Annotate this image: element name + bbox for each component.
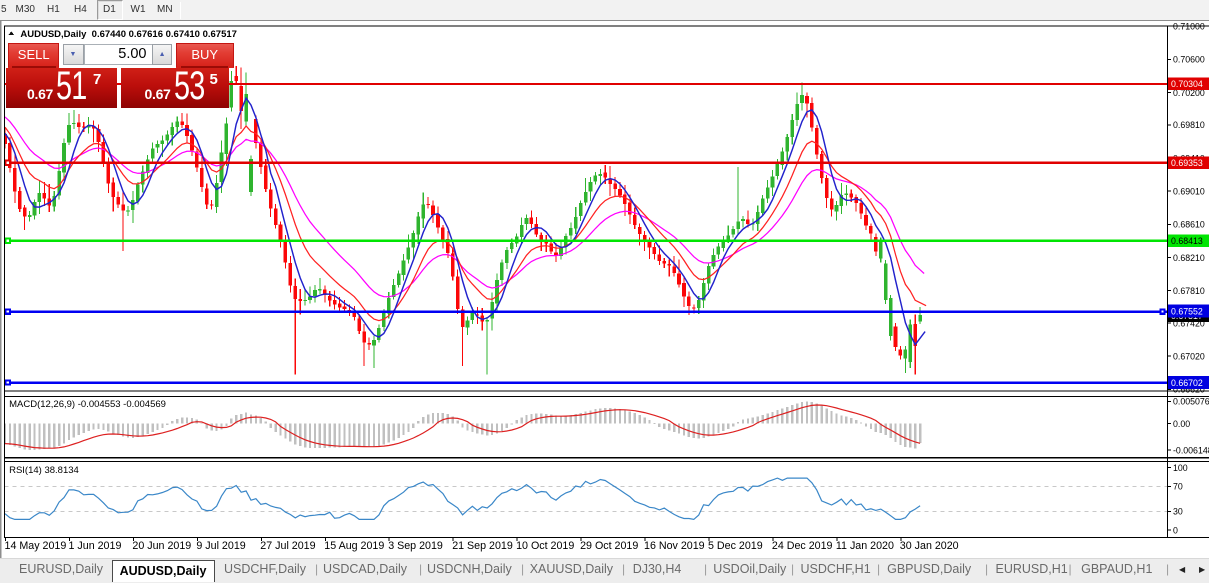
svg-text:11 Jan 2020: 11 Jan 2020 bbox=[836, 540, 894, 552]
svg-text:16 Nov 2019: 16 Nov 2019 bbox=[644, 540, 705, 552]
svg-text:0.69353: 0.69353 bbox=[1171, 158, 1203, 168]
svg-text:21 Sep 2019: 21 Sep 2019 bbox=[452, 540, 513, 552]
svg-text:0.71000: 0.71000 bbox=[1173, 22, 1205, 32]
svg-text:0.68210: 0.68210 bbox=[1173, 253, 1205, 263]
svg-text:0: 0 bbox=[1173, 525, 1178, 535]
svg-text:5 Dec 2019: 5 Dec 2019 bbox=[708, 540, 763, 552]
svg-text:0.67020: 0.67020 bbox=[1173, 352, 1205, 362]
svg-text:0.66620: 0.66620 bbox=[1173, 385, 1205, 395]
svg-text:RSI(14) 38.8134: RSI(14) 38.8134 bbox=[9, 465, 79, 476]
svg-text:-0.006148: -0.006148 bbox=[1173, 446, 1209, 456]
svg-text:0.68413: 0.68413 bbox=[1171, 236, 1203, 246]
svg-text:15 Aug 2019: 15 Aug 2019 bbox=[324, 540, 384, 552]
svg-text:0.70304: 0.70304 bbox=[1171, 79, 1203, 89]
svg-text:70: 70 bbox=[1173, 482, 1183, 492]
svg-text:0.00: 0.00 bbox=[1173, 419, 1190, 429]
svg-text:0.67420: 0.67420 bbox=[1173, 318, 1205, 328]
svg-text:0.70200: 0.70200 bbox=[1173, 88, 1205, 98]
svg-text:14 May 2019: 14 May 2019 bbox=[5, 540, 67, 552]
svg-text:1 Jun 2019: 1 Jun 2019 bbox=[69, 540, 122, 552]
svg-text:0.69810: 0.69810 bbox=[1173, 120, 1205, 130]
svg-text:30: 30 bbox=[1173, 507, 1183, 517]
svg-text:10 Oct 2019: 10 Oct 2019 bbox=[516, 540, 574, 552]
svg-text:29 Oct 2019: 29 Oct 2019 bbox=[580, 540, 638, 552]
svg-text:0.70600: 0.70600 bbox=[1173, 55, 1205, 65]
svg-text:3 Sep 2019: 3 Sep 2019 bbox=[388, 540, 443, 552]
svg-text:30 Jan 2020: 30 Jan 2020 bbox=[900, 540, 959, 552]
svg-text:0.67552: 0.67552 bbox=[1171, 306, 1203, 316]
svg-text:0.68610: 0.68610 bbox=[1173, 220, 1205, 230]
svg-text:0.69010: 0.69010 bbox=[1173, 187, 1205, 197]
svg-text:MACD(12,26,9) -0.004553 -0.004: MACD(12,26,9) -0.004553 -0.004569 bbox=[9, 399, 166, 410]
svg-text:20 Jun 2019: 20 Jun 2019 bbox=[132, 540, 191, 552]
svg-text:0.66702: 0.66702 bbox=[1171, 378, 1203, 388]
svg-text:27 Jul 2019: 27 Jul 2019 bbox=[260, 540, 315, 552]
svg-text:0.67810: 0.67810 bbox=[1173, 286, 1205, 296]
svg-text:AUDUSD,Daily 0.67440 0.67616: AUDUSD,Daily 0.67440 0.67616 0.67410 0.6… bbox=[20, 29, 237, 40]
svg-text:100: 100 bbox=[1173, 463, 1188, 473]
svg-text:9 Jul 2019: 9 Jul 2019 bbox=[196, 540, 245, 552]
svg-text:24 Dec 2019: 24 Dec 2019 bbox=[772, 540, 833, 552]
svg-text:0.005076: 0.005076 bbox=[1173, 397, 1209, 407]
